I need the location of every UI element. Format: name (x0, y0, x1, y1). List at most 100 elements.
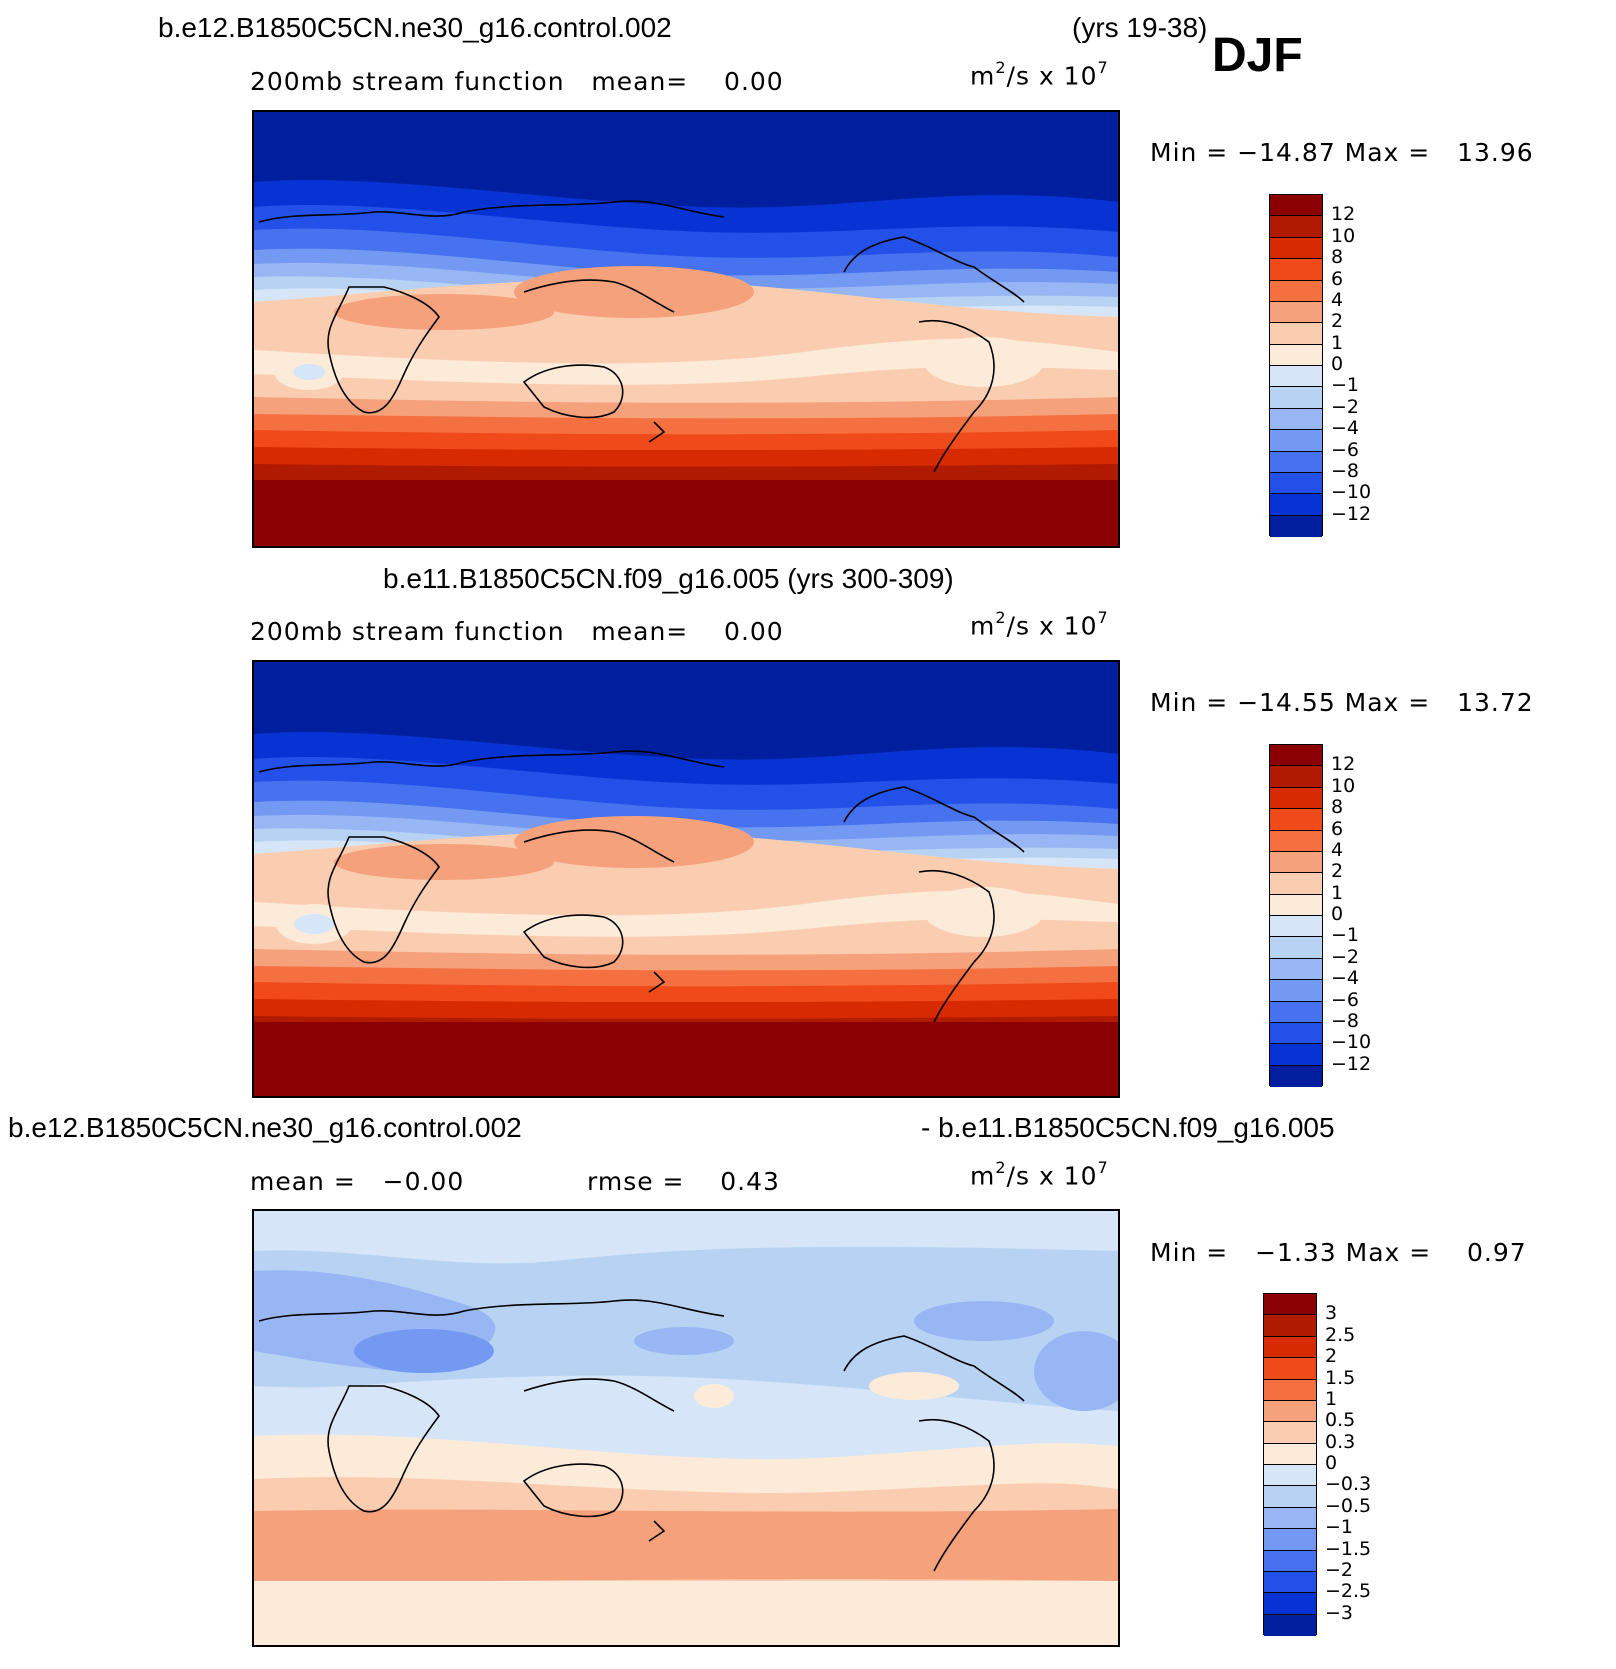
middle-field-label: 200mb stream function mean= 0.00 (250, 617, 784, 646)
bottom-colorbar-cell (1264, 1486, 1316, 1508)
bottom-mean-label: mean = −0.00 (250, 1167, 465, 1196)
middle-colorbar-cell (1270, 787, 1322, 810)
top-colorbar-tick-label: 10 (1331, 224, 1356, 247)
middle-colorbar-tick-label: −12 (1331, 1052, 1372, 1075)
top-colorbar-cell (1270, 408, 1322, 431)
top-stream-function-map (252, 110, 1120, 548)
top-colorbar-cell (1270, 280, 1322, 302)
middle-colorbar-cell (1270, 745, 1322, 767)
bottom-colorbar-cell (1264, 1465, 1316, 1487)
top-colorbar-cell (1270, 387, 1322, 409)
bottom-colorbar-cell (1264, 1400, 1316, 1423)
top-case-title: b.e12.B1850C5CN.ne30_g16.control.002 (158, 12, 672, 43)
top-colorbar-tick-label: −12 (1331, 502, 1372, 525)
top-units: m2/s x 107 (970, 58, 1109, 91)
bottom-colorbar-tick-label: −0.3 (1325, 1473, 1372, 1496)
middle-colorbar-tick-label: 1 (1331, 881, 1344, 904)
bottom-colorbar-cell (1264, 1294, 1316, 1316)
bottom-colorbar-cell (1264, 1550, 1316, 1572)
middle-colorbar-tick-label: 12 (1331, 753, 1356, 776)
middle-colorbar-tick-label: −1 (1331, 924, 1360, 947)
middle-colorbar-tick-label: −2 (1331, 945, 1360, 968)
bottom-colorbar-tick-label: 1.5 (1325, 1366, 1356, 1389)
bottom-colorbar-cell (1264, 1379, 1316, 1401)
bottom-colorbar-tick-label: −0.5 (1325, 1494, 1372, 1517)
bottom-colorbar-tick-label: 0 (1325, 1452, 1338, 1474)
top-colorbar-tick-label: −10 (1331, 481, 1372, 504)
middle-colorbar (1269, 744, 1323, 1087)
top-field-label: 200mb stream function mean= 0.00 (250, 67, 784, 96)
bottom-colorbar-tick-label: −2.5 (1325, 1580, 1372, 1603)
top-colorbar-tick-label: −6 (1331, 438, 1360, 461)
bottom-colorbar (1263, 1293, 1317, 1636)
top-colorbar-tick-label: −1 (1331, 374, 1360, 397)
bottom-colorbar-tick-label: 3 (1325, 1302, 1338, 1325)
middle-case-title: b.e11.B1850C5CN.f09_g16.005 (yrs 300-309… (383, 563, 954, 594)
middle-colorbar-tick-label: −10 (1331, 1031, 1372, 1054)
top-colorbar-cell (1270, 237, 1322, 260)
middle-colorbar-tick-label: 10 (1331, 774, 1356, 797)
bottom-colorbar-cell (1264, 1443, 1316, 1465)
middle-colorbar-cell (1270, 980, 1322, 1002)
top-colorbar-cell (1270, 366, 1322, 388)
middle-colorbar-cell (1270, 1022, 1322, 1045)
bottom-colorbar-tick-label: −1 (1325, 1516, 1354, 1539)
top-colorbar-cell (1270, 451, 1322, 473)
top-colorbar-tick-label: 2 (1331, 310, 1344, 333)
middle-colorbar-cell (1270, 851, 1322, 874)
middle-colorbar-tick-label: 0 (1331, 903, 1344, 925)
top-minmax: Min = −14.87 Max = 13.96 (1150, 138, 1534, 167)
bottom-colorbar-cell (1264, 1315, 1316, 1337)
top-colorbar-tick-label: 1 (1331, 331, 1344, 354)
middle-colorbar-cell (1270, 1044, 1322, 1066)
middle-colorbar-tick-label: −8 (1331, 1009, 1360, 1032)
top-colorbar-tick-label: −2 (1331, 395, 1360, 418)
middle-colorbar-tick-label: −4 (1331, 967, 1360, 990)
middle-colorbar-cell (1270, 1001, 1322, 1023)
middle-colorbar-tick-label: 6 (1331, 817, 1344, 840)
bottom-colorbar-cell (1264, 1336, 1316, 1359)
bottom-colorbar-tick-label: −2 (1325, 1558, 1354, 1581)
top-colorbar-cell (1270, 494, 1322, 516)
bottom-colorbar-tick-label: 1 (1325, 1387, 1338, 1410)
middle-colorbar-cell (1270, 894, 1322, 916)
bottom-colorbar-cell (1264, 1358, 1316, 1380)
middle-colorbar-cell (1270, 958, 1322, 981)
top-colorbar-tick-label: 12 (1331, 203, 1356, 226)
top-colorbar-cell (1270, 259, 1322, 281)
middle-colorbar-cell (1270, 809, 1322, 831)
bottom-difference-map (252, 1209, 1120, 1647)
top-years: (yrs 19-38) (1072, 12, 1208, 43)
middle-colorbar-tick-label: −6 (1331, 988, 1360, 1011)
top-colorbar-tick-label: −8 (1331, 459, 1360, 482)
middle-colorbar-tick-label: 4 (1331, 838, 1344, 861)
top-colorbar-tick-label: 6 (1331, 267, 1344, 290)
top-colorbar-tick-label: 0 (1331, 353, 1344, 375)
top-colorbar-cell (1270, 323, 1322, 345)
bottom-colorbar-cell (1264, 1529, 1316, 1551)
bottom-units: m2/s x 107 (970, 1158, 1109, 1191)
bottom-colorbar-tick-label: −3 (1325, 1601, 1354, 1624)
bottom-colorbar-tick-label: −1.5 (1325, 1537, 1372, 1560)
middle-colorbar-tick-label: 8 (1331, 796, 1344, 819)
middle-colorbar-tick-label: 2 (1331, 860, 1344, 883)
bottom-case-a-title: b.e12.B1850C5CN.ne30_g16.control.002 (8, 1112, 522, 1143)
top-colorbar-cell (1270, 344, 1322, 366)
top-colorbar-tick-label: −4 (1331, 417, 1360, 440)
top-colorbar-cell (1270, 301, 1322, 324)
bottom-colorbar-cell (1264, 1614, 1316, 1636)
top-colorbar (1269, 194, 1323, 537)
top-colorbar-cell (1270, 216, 1322, 238)
middle-stream-function-map (252, 660, 1120, 1098)
middle-units: m2/s x 107 (970, 608, 1109, 641)
bottom-colorbar-tick-label: 0.3 (1325, 1430, 1356, 1453)
middle-colorbar-cell (1270, 937, 1322, 959)
bottom-colorbar-tick-label: 0.5 (1325, 1409, 1356, 1432)
top-colorbar-cell (1270, 472, 1322, 495)
top-colorbar-cell (1270, 195, 1322, 217)
top-colorbar-cell (1270, 515, 1322, 537)
middle-minmax: Min = −14.55 Max = 13.72 (1150, 688, 1534, 717)
bottom-colorbar-cell (1264, 1422, 1316, 1444)
top-colorbar-tick-label: 8 (1331, 246, 1344, 269)
bottom-colorbar-cell (1264, 1571, 1316, 1594)
